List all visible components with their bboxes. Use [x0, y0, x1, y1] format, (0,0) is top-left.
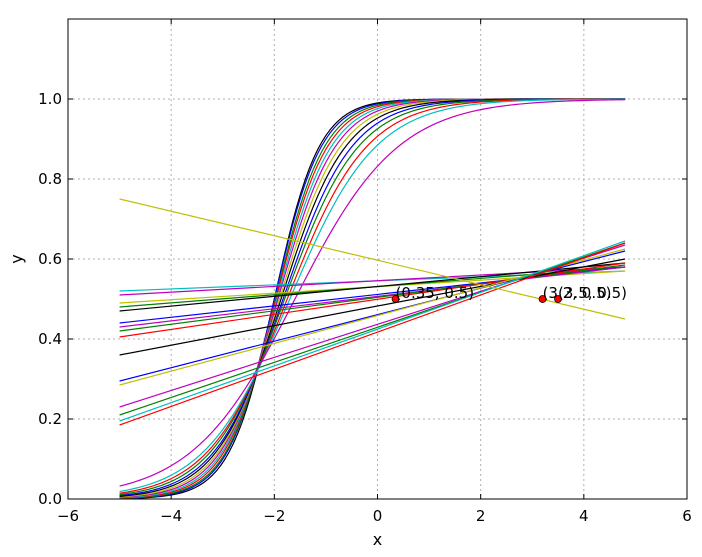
y-axis-title: y	[7, 254, 26, 263]
y-tick-label: 0.6	[38, 250, 62, 268]
series-group	[119, 98, 626, 500]
series-line	[119, 250, 626, 382]
logistic-curve	[119, 99, 626, 487]
point-annotation: (0.35, 0.5)	[396, 284, 475, 302]
series-line	[119, 242, 626, 426]
x-tick-label: −6	[57, 507, 79, 525]
series-line	[119, 264, 626, 332]
logistic-curve	[119, 98, 626, 493]
y-tick-label: 0.0	[38, 490, 62, 508]
x-tick-label: 4	[579, 507, 589, 525]
data-point	[391, 295, 400, 303]
ticks: −6 −4 −2 0 2 4 6 0.0 0.2 0.4 0.6 0.8 1.0	[38, 19, 692, 525]
y-tick-label: 1.0	[38, 90, 62, 108]
data-point	[554, 295, 562, 303]
point-annotation: (3.5, 0.5)	[558, 284, 627, 302]
series-line	[119, 240, 626, 422]
y-tick-label: 0.2	[38, 410, 62, 428]
x-tick-label: −4	[160, 507, 182, 525]
x-tick-label: 2	[476, 507, 486, 525]
series-line	[119, 258, 626, 356]
x-tick-label: 6	[682, 507, 692, 525]
data-point	[538, 295, 547, 303]
points-group: (0.35, 0.5) (3.2, 0.5)(3.5, 0.5)	[391, 284, 627, 303]
x-tick-label: −2	[263, 507, 285, 525]
y-tick-label: 0.8	[38, 170, 62, 188]
series-line	[119, 266, 626, 328]
series-line	[119, 242, 626, 416]
y-tick-label: 0.4	[38, 330, 62, 348]
x-tick-label: 0	[373, 507, 383, 525]
x-axis-title: x	[373, 530, 382, 549]
